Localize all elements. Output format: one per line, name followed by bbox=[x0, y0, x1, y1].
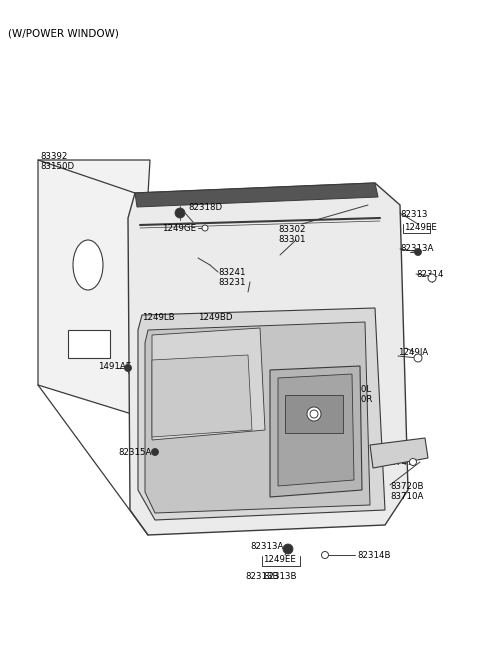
Polygon shape bbox=[38, 160, 150, 415]
Text: 1249LB: 1249LB bbox=[142, 313, 175, 322]
Circle shape bbox=[124, 365, 132, 371]
Text: 82313A: 82313A bbox=[250, 542, 283, 551]
Text: 83301: 83301 bbox=[278, 235, 305, 244]
Text: (W/POWER WINDOW): (W/POWER WINDOW) bbox=[8, 28, 119, 38]
Text: 83720B: 83720B bbox=[390, 482, 423, 491]
Text: 93580L: 93580L bbox=[340, 385, 372, 394]
Ellipse shape bbox=[73, 240, 103, 290]
Text: 1249EE: 1249EE bbox=[404, 223, 437, 232]
Text: 82313: 82313 bbox=[400, 210, 428, 219]
Text: 84747: 84747 bbox=[385, 458, 412, 467]
Text: 82313B: 82313B bbox=[263, 572, 297, 581]
Polygon shape bbox=[138, 308, 385, 520]
Text: 83302: 83302 bbox=[278, 225, 305, 234]
Text: 83344: 83344 bbox=[332, 432, 360, 441]
Polygon shape bbox=[278, 374, 354, 486]
Polygon shape bbox=[145, 322, 370, 513]
Circle shape bbox=[202, 225, 208, 231]
Circle shape bbox=[307, 407, 321, 421]
Text: 82318D: 82318D bbox=[188, 203, 222, 212]
Circle shape bbox=[428, 274, 436, 282]
Polygon shape bbox=[370, 438, 428, 468]
Circle shape bbox=[152, 449, 158, 455]
Circle shape bbox=[283, 544, 293, 554]
Bar bbox=[68, 330, 110, 358]
Text: 83241: 83241 bbox=[218, 268, 245, 277]
Text: 1249BD: 1249BD bbox=[198, 313, 232, 322]
Text: 82315A: 82315A bbox=[118, 448, 151, 457]
Text: 83150D: 83150D bbox=[40, 162, 74, 171]
Text: 1491AE: 1491AE bbox=[98, 362, 131, 371]
Polygon shape bbox=[152, 355, 252, 437]
Polygon shape bbox=[135, 183, 378, 207]
Text: 83392: 83392 bbox=[40, 152, 67, 161]
Circle shape bbox=[415, 249, 421, 255]
Text: 82313A: 82313A bbox=[400, 244, 433, 253]
Text: 83231: 83231 bbox=[218, 278, 245, 287]
Text: 82314: 82314 bbox=[416, 270, 444, 279]
Text: 93580R: 93580R bbox=[340, 395, 373, 404]
Text: 83334: 83334 bbox=[332, 442, 360, 451]
Circle shape bbox=[310, 410, 318, 418]
Bar bbox=[285, 395, 343, 433]
Circle shape bbox=[175, 208, 185, 218]
Polygon shape bbox=[128, 183, 408, 535]
Text: 82314B: 82314B bbox=[357, 551, 391, 560]
Circle shape bbox=[414, 354, 422, 362]
Text: 1249GE: 1249GE bbox=[162, 224, 196, 233]
Polygon shape bbox=[152, 328, 265, 440]
Text: 1249EE: 1249EE bbox=[263, 555, 296, 564]
Circle shape bbox=[409, 459, 417, 466]
Text: 1249JA: 1249JA bbox=[398, 348, 428, 357]
Text: 82313B: 82313B bbox=[245, 572, 279, 581]
Text: 83710A: 83710A bbox=[390, 492, 423, 501]
Polygon shape bbox=[270, 366, 362, 497]
Circle shape bbox=[322, 552, 328, 558]
